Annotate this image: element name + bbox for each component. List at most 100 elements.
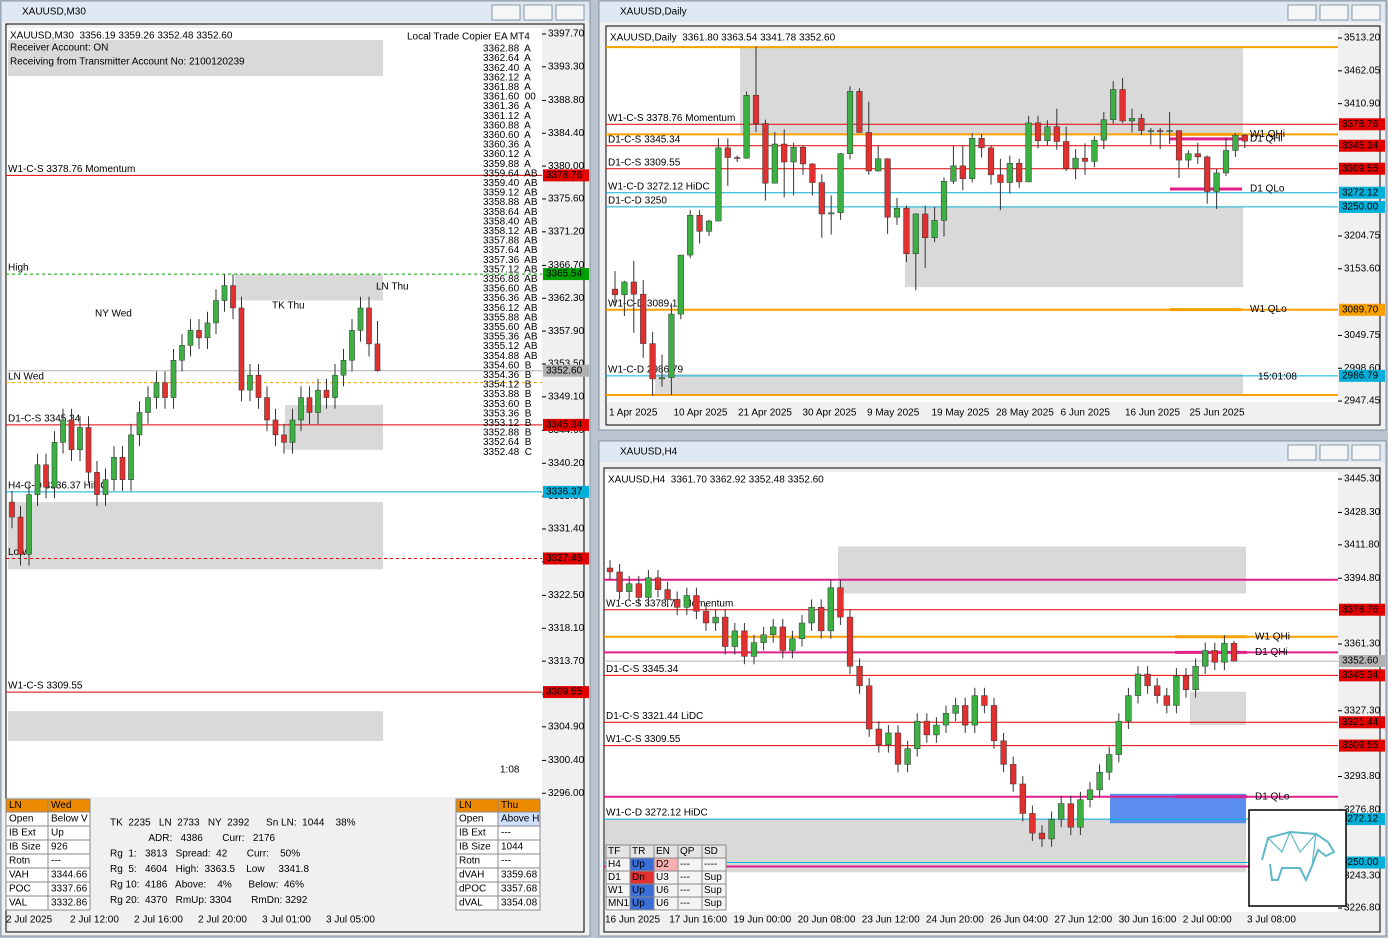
candle-body xyxy=(1010,764,1017,785)
candle-body xyxy=(626,583,633,592)
candle-body xyxy=(640,293,647,344)
price-tick-label: 3410.90 xyxy=(1344,98,1381,109)
ladder-row: 3361.88 A xyxy=(483,82,531,93)
window-button-max[interactable] xyxy=(523,4,553,21)
candle-body xyxy=(894,732,902,765)
price-tick-label: 3388.80 xyxy=(548,95,585,106)
price-label: 3352.60 xyxy=(1342,656,1379,667)
time-label: 24 Jun 20:00 xyxy=(926,915,984,926)
candle-body xyxy=(809,163,816,183)
window-button-min[interactable] xyxy=(491,4,521,21)
candle-body xyxy=(332,374,338,398)
candle-body xyxy=(68,419,75,451)
level-label: D1-C-S 3345.34 xyxy=(606,664,679,675)
candle-body xyxy=(374,343,381,371)
ladder-row: 3355.36 AB xyxy=(483,332,538,343)
candle-body xyxy=(1058,803,1065,820)
panel-cell-text: Above H xyxy=(501,814,539,825)
price-label: 3345.34 xyxy=(546,420,583,431)
candle-body xyxy=(865,132,872,172)
ladder-row: 3358.88 AB xyxy=(483,197,538,208)
stats-line: Rg 1: 3813 Spread: 42 Curr: 50% xyxy=(110,849,300,860)
price-tick-label: 3318.10 xyxy=(548,623,585,634)
window-button-max[interactable] xyxy=(1319,444,1349,461)
candle-body xyxy=(1125,695,1132,722)
zone xyxy=(235,274,383,301)
candle-body xyxy=(306,397,313,413)
panel-cell-text: 1044 xyxy=(501,842,524,853)
time-label: 3 Jul 08:00 xyxy=(1247,915,1296,926)
price-label-box xyxy=(1339,162,1385,175)
candle-body xyxy=(866,685,873,730)
price-label-box xyxy=(1339,655,1385,668)
price-tick-label: 3353.50 xyxy=(548,359,585,370)
candle-body xyxy=(621,281,628,296)
price-tick-label: 3445.30 xyxy=(1344,474,1381,485)
candle-body xyxy=(102,479,109,495)
ladder-row: 3353.60 B xyxy=(483,399,532,410)
candle-body xyxy=(51,442,58,488)
trend-cell-text: D2 xyxy=(656,859,669,870)
price-label: 3336.37 xyxy=(546,487,583,498)
window-button-close[interactable] xyxy=(1351,4,1381,21)
candle-body xyxy=(1096,771,1103,791)
time-label: 30 Jun 16:00 xyxy=(1119,915,1177,926)
panel-cell xyxy=(47,895,91,911)
zone xyxy=(905,206,1243,288)
level-label: W1-C-D 2986.79 xyxy=(608,364,683,375)
time-label: 2 Jul 20:00 xyxy=(198,915,247,926)
candle-body xyxy=(1202,650,1209,667)
candle-body xyxy=(630,281,637,295)
price-label: 3327.45 xyxy=(546,553,583,564)
time-label: 2 Jul 12:00 xyxy=(70,915,119,926)
candle-body xyxy=(1029,813,1036,834)
ladder-row: 3360.12 A xyxy=(483,149,531,160)
ladder-row: 3360.88 A xyxy=(483,120,531,131)
candle-body xyxy=(743,95,750,159)
panel-cell-text: 926 xyxy=(51,842,68,853)
price-tick-label: 3049.75 xyxy=(1344,330,1381,341)
time-label: 2 Jul 2025 xyxy=(6,915,53,926)
candle-body xyxy=(1163,695,1170,706)
candle-body xyxy=(837,587,844,618)
candle-body xyxy=(903,207,910,255)
candle-body xyxy=(238,307,245,391)
candle-body xyxy=(221,285,228,301)
candle-body xyxy=(128,434,134,480)
title-bar xyxy=(600,442,1385,462)
candle-body xyxy=(677,254,684,315)
candle-body xyxy=(750,642,758,657)
trend-cell-text: --- xyxy=(680,898,690,909)
candle-body xyxy=(654,577,662,590)
panel-cell-text: 3337.66 xyxy=(51,884,88,895)
stats-line: Rg 10: 4186 Above: 4% Below: 46% xyxy=(110,880,304,891)
candle-body xyxy=(1053,126,1060,142)
trend-cell-text: U6 xyxy=(656,885,669,896)
window-button-min[interactable] xyxy=(1287,4,1317,21)
note: LN Thu xyxy=(376,282,409,293)
window-button-min[interactable] xyxy=(1287,444,1317,461)
price-tick-label: 3204.75 xyxy=(1344,231,1381,242)
window-button-close[interactable] xyxy=(555,4,585,21)
window-button-close[interactable] xyxy=(1351,444,1381,461)
price-tick-label: 3411.80 xyxy=(1344,539,1380,550)
panel-cell-text: 3344.66 xyxy=(51,870,88,881)
candle-body xyxy=(1063,141,1070,169)
chart-header: XAUUSD,H4 3361.70 3362.92 3352.48 3352.6… xyxy=(608,475,824,486)
price-label-box xyxy=(1339,139,1385,152)
level-label: W1-C-S 3309.55 xyxy=(8,681,83,692)
panel-header: Wed xyxy=(51,800,71,811)
stats-line: Rg 5: 4604 High: 3363.5 Low 3341.8 xyxy=(110,864,309,875)
price-tick-label: 3296.00 xyxy=(548,788,585,799)
candle-body xyxy=(366,307,372,345)
trend-cell-text: U6 xyxy=(656,898,669,909)
candle-body xyxy=(606,567,614,573)
time-label: 30 Apr 2025 xyxy=(803,408,857,419)
candle-body xyxy=(683,595,690,608)
window-button-max[interactable] xyxy=(1319,4,1349,21)
candle-body xyxy=(1077,799,1084,828)
window-title: XAUUSD,H4 xyxy=(620,447,678,458)
candle-body xyxy=(1211,650,1218,663)
candle-body xyxy=(170,359,177,398)
